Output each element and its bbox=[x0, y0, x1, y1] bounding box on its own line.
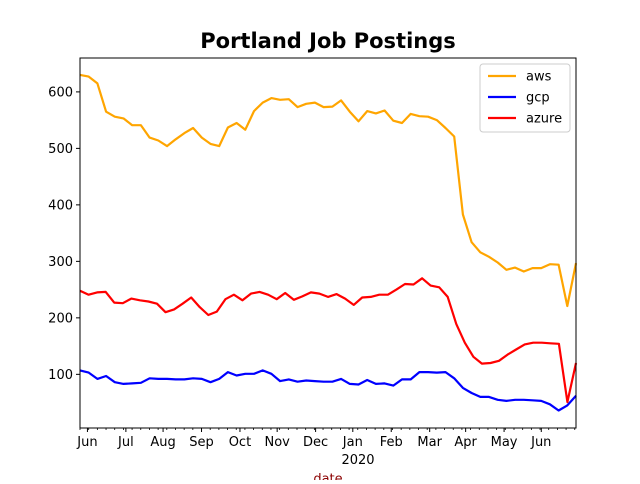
y-tick-label: 500 bbox=[48, 142, 73, 157]
x-tick-label: Jul bbox=[117, 435, 134, 450]
legend: aws gcp azure bbox=[479, 63, 571, 133]
chart-title: Portland Job Postings bbox=[200, 29, 456, 53]
series-line-azure bbox=[79, 277, 578, 404]
x-tick-label: Oct bbox=[229, 435, 251, 450]
x-tick-label: Dec bbox=[303, 435, 328, 450]
x-tick-label: Apr bbox=[454, 435, 477, 450]
x-tick-label: Sep bbox=[189, 435, 214, 450]
x-year-label: 2020 bbox=[341, 453, 374, 468]
series-line-aws bbox=[79, 73, 578, 308]
y-tick-label: 100 bbox=[48, 368, 73, 383]
x-tick-label: Jun bbox=[76, 435, 97, 450]
y-tick-label: 400 bbox=[48, 198, 73, 213]
x-tick-label: Mar bbox=[417, 435, 442, 450]
legend-label-aws: aws bbox=[526, 70, 552, 85]
x-tick-label: Jun bbox=[530, 435, 551, 450]
series-line-gcp bbox=[79, 369, 577, 412]
x-tick-label: Nov bbox=[264, 435, 290, 450]
legend-label-gcp: gcp bbox=[526, 91, 550, 106]
x-axis-label: date bbox=[313, 472, 342, 480]
x-tick-label: May bbox=[491, 435, 518, 450]
x-tick-label: Feb bbox=[380, 435, 403, 450]
plot-area bbox=[79, 73, 578, 412]
axes: 100 200 300 400 500 600 Jun Jul Aug Sep Oct Nov Dec J… bbox=[48, 85, 576, 450]
y-tick-label: 200 bbox=[48, 311, 73, 326]
plot-frame bbox=[79, 57, 577, 429]
legend-label-azure: azure bbox=[526, 112, 562, 127]
legend-box bbox=[479, 63, 571, 133]
y-tick-label: 300 bbox=[48, 255, 73, 270]
x-tick-label: Aug bbox=[150, 435, 175, 450]
x-tick-label: Jan bbox=[342, 435, 363, 450]
y-tick-label: 600 bbox=[48, 85, 73, 100]
